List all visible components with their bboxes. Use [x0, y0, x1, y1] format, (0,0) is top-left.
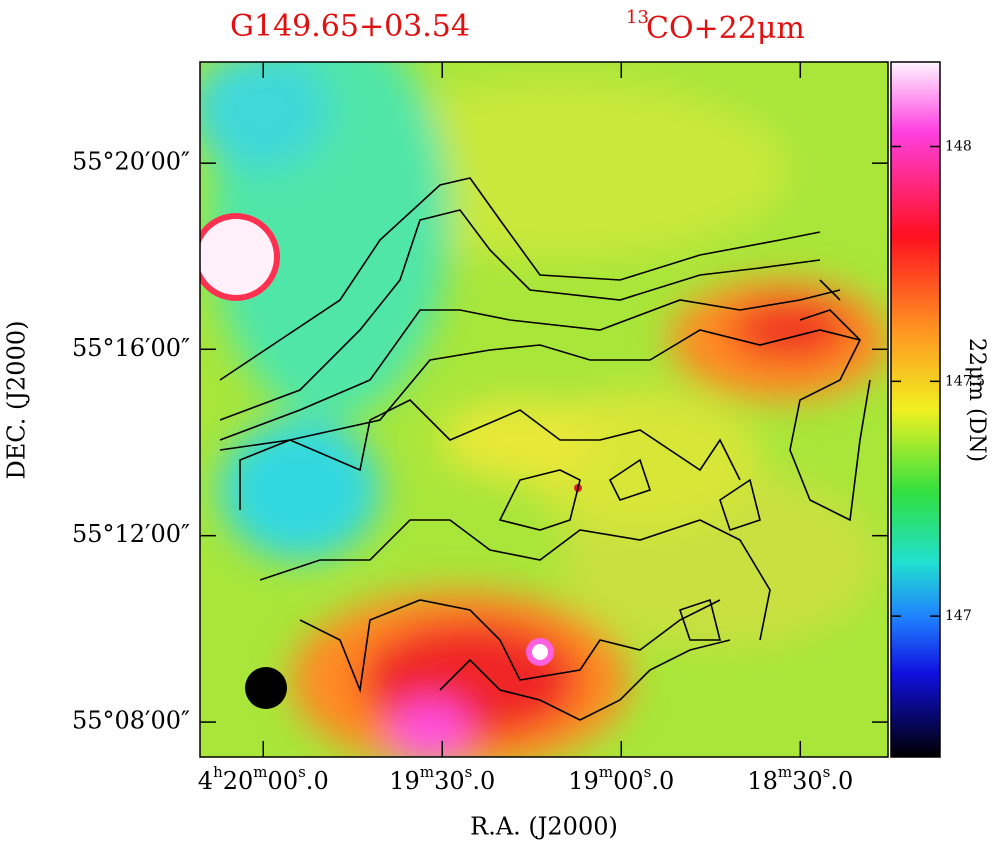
y-tick-label: 55°20′00″: [72, 148, 190, 176]
colorbar-tick-label: 148: [945, 139, 972, 155]
x-tick-label: 4h20m00s.0: [198, 763, 329, 795]
x-tick-label: 19m30s.0: [389, 763, 495, 795]
colorbar-label: 22μm (DN): [964, 338, 989, 462]
subtitle: CO+22μm: [646, 11, 805, 46]
chart-title: G149.65+03.54: [230, 9, 470, 44]
subtitle-superscript: 13: [626, 7, 649, 28]
x-axis-label: R.A. (J2000): [470, 813, 618, 841]
image: [200, 62, 888, 757]
contours: [219, 177, 871, 721]
x-tick-label: 18m30s.0: [747, 763, 853, 795]
beam: [245, 667, 287, 709]
x-tick-label: 19m00s.0: [568, 763, 674, 795]
colorbar-tick-label: 147: [945, 608, 972, 624]
y-axis-label: DEC. (J2000): [3, 321, 31, 480]
y-tick-label: 55°16′00″: [72, 334, 190, 362]
plot-frame: [199, 61, 889, 758]
y-tick-label: 55°08′00″: [72, 707, 190, 735]
y-tick-label: 55°12′00″: [72, 520, 190, 548]
colorbar: [890, 61, 941, 758]
colorbar-tick-label: 147.5: [945, 373, 985, 389]
